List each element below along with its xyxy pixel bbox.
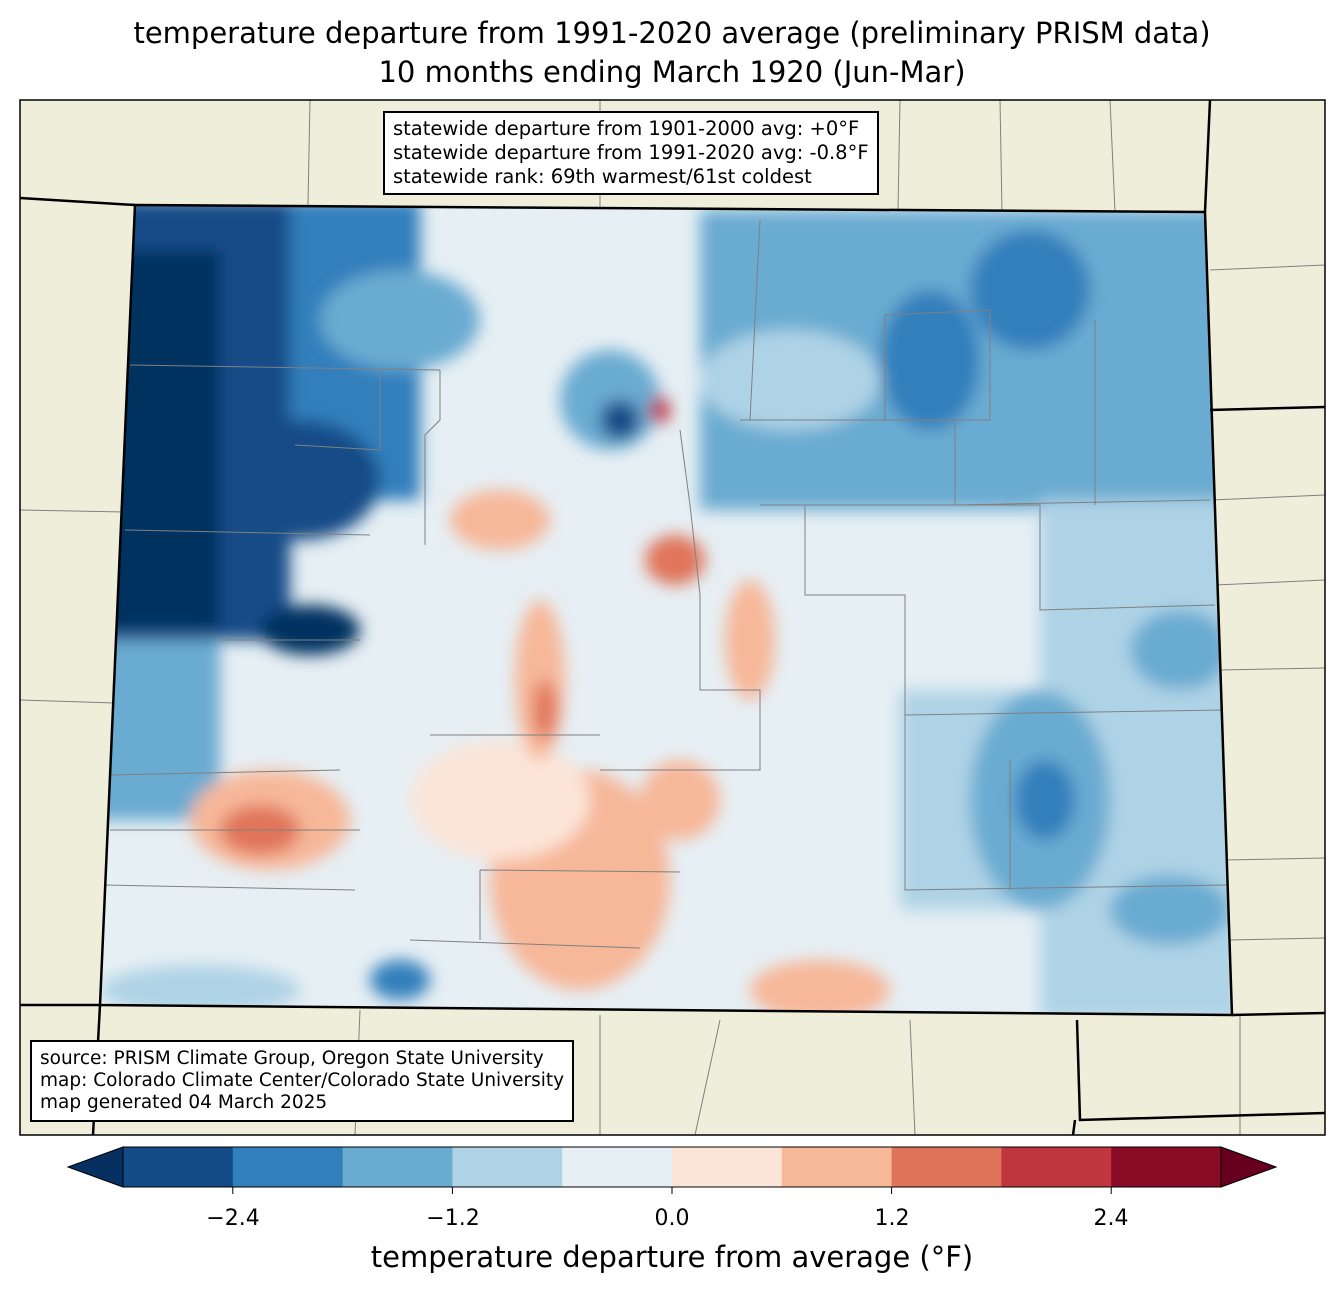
- credits-line-2: map: Colorado Climate Center/Colorado St…: [40, 1070, 565, 1091]
- colorbar-bin: [123, 1147, 234, 1187]
- colorbar-bin: [342, 1147, 453, 1187]
- colorbar: [66, 1146, 1278, 1194]
- stats-line-1: statewide departure from 1901-2000 avg: …: [393, 117, 860, 140]
- colorbar-label: temperature departure from average (°F): [370, 1240, 974, 1274]
- county-lines: [104, 219, 1231, 949]
- colorbar-extend-low: [66, 1146, 124, 1188]
- colorbar-tick-label: 0.0: [654, 1206, 690, 1231]
- colorbar-tick-label: 2.4: [1093, 1206, 1129, 1231]
- colorbar-tick-label: 1.2: [874, 1206, 910, 1231]
- stats-line-3: statewide rank: 69th warmest/61st coldes…: [393, 165, 812, 188]
- colorbar-bin: [1111, 1147, 1222, 1187]
- colorbar-bin: [562, 1147, 673, 1187]
- credits-line-1: source: PRISM Climate Group, Oregon Stat…: [40, 1048, 544, 1069]
- colorbar-bin: [452, 1147, 563, 1187]
- title-line-1: temperature departure from 1991-2020 ave…: [133, 16, 1211, 50]
- temperature-field: [100, 205, 1232, 1015]
- colorbar-tick-label: −2.4: [206, 1206, 260, 1231]
- credits-box: source: PRISM Climate Group, Oregon Stat…: [30, 1040, 575, 1122]
- colorbar-bin: [1001, 1147, 1112, 1187]
- colorbar-bin: [891, 1147, 1002, 1187]
- colorbar-tick-label: −1.2: [426, 1206, 480, 1231]
- map-frame: [19, 99, 1326, 1136]
- colorbar-extend-high: [1220, 1146, 1278, 1188]
- title-line-2: 10 months ending March 1920 (Jun-Mar): [378, 55, 966, 89]
- colorbar-bin: [232, 1147, 344, 1187]
- colorbar-bin: [781, 1147, 893, 1187]
- credits-line-3: map generated 04 March 2025: [40, 1092, 328, 1113]
- statewide-stats-box: statewide departure from 1901-2000 avg: …: [383, 111, 879, 195]
- stats-line-2: statewide departure from 1991-2020 avg: …: [393, 141, 869, 164]
- colorbar-bin: [672, 1147, 783, 1187]
